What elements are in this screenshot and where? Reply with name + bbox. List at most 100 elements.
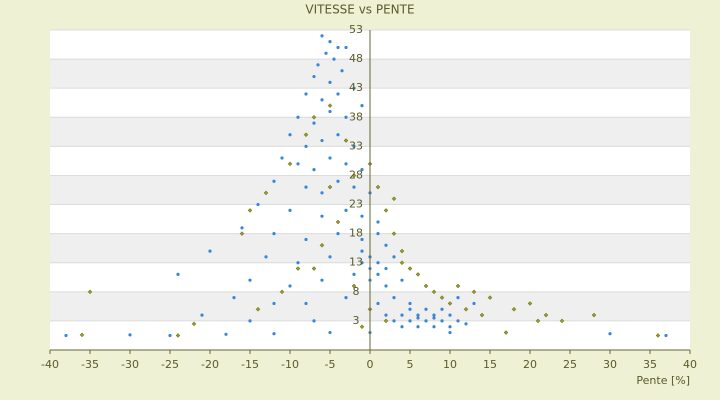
point xyxy=(360,249,364,253)
point xyxy=(332,57,336,61)
point xyxy=(320,278,324,282)
point xyxy=(344,162,348,166)
point xyxy=(456,296,460,300)
point xyxy=(320,138,324,143)
point xyxy=(408,301,412,306)
point xyxy=(340,69,344,73)
point xyxy=(439,295,445,300)
y-tick-label: 23 xyxy=(349,198,363,211)
point xyxy=(256,202,260,207)
point xyxy=(416,325,420,329)
point xyxy=(328,156,332,160)
point xyxy=(87,289,93,295)
x-tick-label: -25 xyxy=(161,358,179,371)
point xyxy=(456,319,460,323)
point xyxy=(287,161,293,167)
x-tick-label: 25 xyxy=(563,358,577,371)
point xyxy=(416,316,420,320)
point xyxy=(655,333,661,338)
point xyxy=(312,319,316,323)
point xyxy=(376,220,380,224)
point xyxy=(360,104,364,108)
x-tick-label: 35 xyxy=(643,358,657,371)
point xyxy=(391,231,397,236)
point xyxy=(431,289,437,295)
point xyxy=(384,266,388,271)
point xyxy=(320,98,324,102)
x-tick-label: -30 xyxy=(121,358,139,371)
x-tick-label: 5 xyxy=(407,358,414,371)
point xyxy=(455,283,461,289)
y-tick-label: 8 xyxy=(353,285,360,298)
point xyxy=(327,103,333,108)
point xyxy=(296,115,300,119)
x-tick-label: 30 xyxy=(603,358,617,371)
x-tick-label: -20 xyxy=(201,358,219,371)
point xyxy=(376,261,380,265)
point xyxy=(200,313,204,317)
point xyxy=(432,313,436,317)
point xyxy=(232,296,236,300)
point xyxy=(511,306,517,312)
point xyxy=(448,325,452,329)
x-tick-label: 15 xyxy=(483,358,497,371)
point xyxy=(471,289,477,295)
point xyxy=(303,132,309,138)
point xyxy=(324,51,328,55)
point xyxy=(447,301,453,306)
y-tick-label: 18 xyxy=(349,227,363,240)
point xyxy=(288,133,292,137)
point xyxy=(247,208,253,213)
point xyxy=(424,307,428,311)
point xyxy=(320,214,324,218)
x-tick-label: 20 xyxy=(523,358,537,371)
point xyxy=(304,92,308,96)
point xyxy=(360,237,364,242)
point xyxy=(312,168,316,172)
point xyxy=(416,313,420,317)
x-tick-label: 0 xyxy=(367,358,374,371)
point xyxy=(479,312,485,318)
point xyxy=(272,232,276,236)
point xyxy=(487,295,493,300)
point xyxy=(383,318,389,324)
point xyxy=(399,248,405,254)
point xyxy=(344,45,348,50)
point xyxy=(296,261,300,265)
point xyxy=(248,278,252,282)
x-tick-label: -15 xyxy=(241,358,259,371)
point xyxy=(288,208,292,212)
x-tick-label: -5 xyxy=(325,358,336,371)
point xyxy=(272,332,276,336)
point xyxy=(359,324,365,330)
point xyxy=(384,284,388,288)
x-tick-label: 10 xyxy=(443,358,457,371)
point xyxy=(175,333,181,338)
point xyxy=(392,255,396,259)
point xyxy=(319,242,325,248)
point xyxy=(128,333,132,337)
point xyxy=(320,191,324,195)
point xyxy=(351,283,357,289)
point xyxy=(400,325,404,329)
point xyxy=(351,173,357,178)
point xyxy=(423,283,429,289)
point xyxy=(608,332,612,336)
point xyxy=(280,156,284,160)
point xyxy=(79,332,85,338)
point xyxy=(311,266,317,271)
point xyxy=(224,332,228,336)
point xyxy=(312,121,316,125)
point xyxy=(464,322,468,326)
point xyxy=(336,232,340,236)
y-tick-label: 48 xyxy=(349,52,363,65)
point xyxy=(336,179,340,183)
point xyxy=(344,296,348,300)
point xyxy=(176,272,180,276)
point xyxy=(383,208,389,213)
point xyxy=(527,301,533,306)
point xyxy=(360,214,364,218)
point xyxy=(352,272,356,276)
x-tick-label: -40 xyxy=(41,358,59,371)
